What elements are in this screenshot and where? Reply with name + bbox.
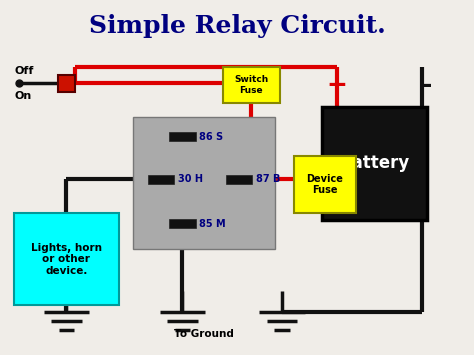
Text: 85 M: 85 M	[199, 219, 226, 229]
Text: 30 H: 30 H	[178, 174, 203, 184]
Bar	[148, 175, 174, 184]
Text: +: +	[326, 73, 347, 97]
Text: To Ground: To Ground	[174, 329, 234, 339]
Text: 87 B: 87 B	[256, 174, 281, 184]
Bar	[322, 106, 427, 220]
Bar	[133, 117, 275, 248]
Bar	[169, 132, 195, 141]
Bar	[226, 175, 252, 184]
Text: 86 S: 86 S	[199, 132, 223, 142]
Text: Device
Fuse: Device Fuse	[306, 174, 343, 195]
Text: Switch
Fuse: Switch Fuse	[234, 76, 268, 95]
Bar	[169, 219, 195, 228]
Text: Simple Relay Circuit.: Simple Relay Circuit.	[89, 14, 385, 38]
Text: -: -	[421, 73, 432, 97]
Bar	[223, 67, 280, 103]
Bar	[294, 156, 356, 213]
Bar	[58, 75, 75, 92]
Bar	[14, 213, 118, 305]
Text: Lights, horn
or other
device.: Lights, horn or other device.	[31, 242, 102, 276]
Text: Off: Off	[14, 66, 34, 76]
Text: On: On	[14, 91, 31, 101]
Text: Battery: Battery	[339, 154, 410, 172]
